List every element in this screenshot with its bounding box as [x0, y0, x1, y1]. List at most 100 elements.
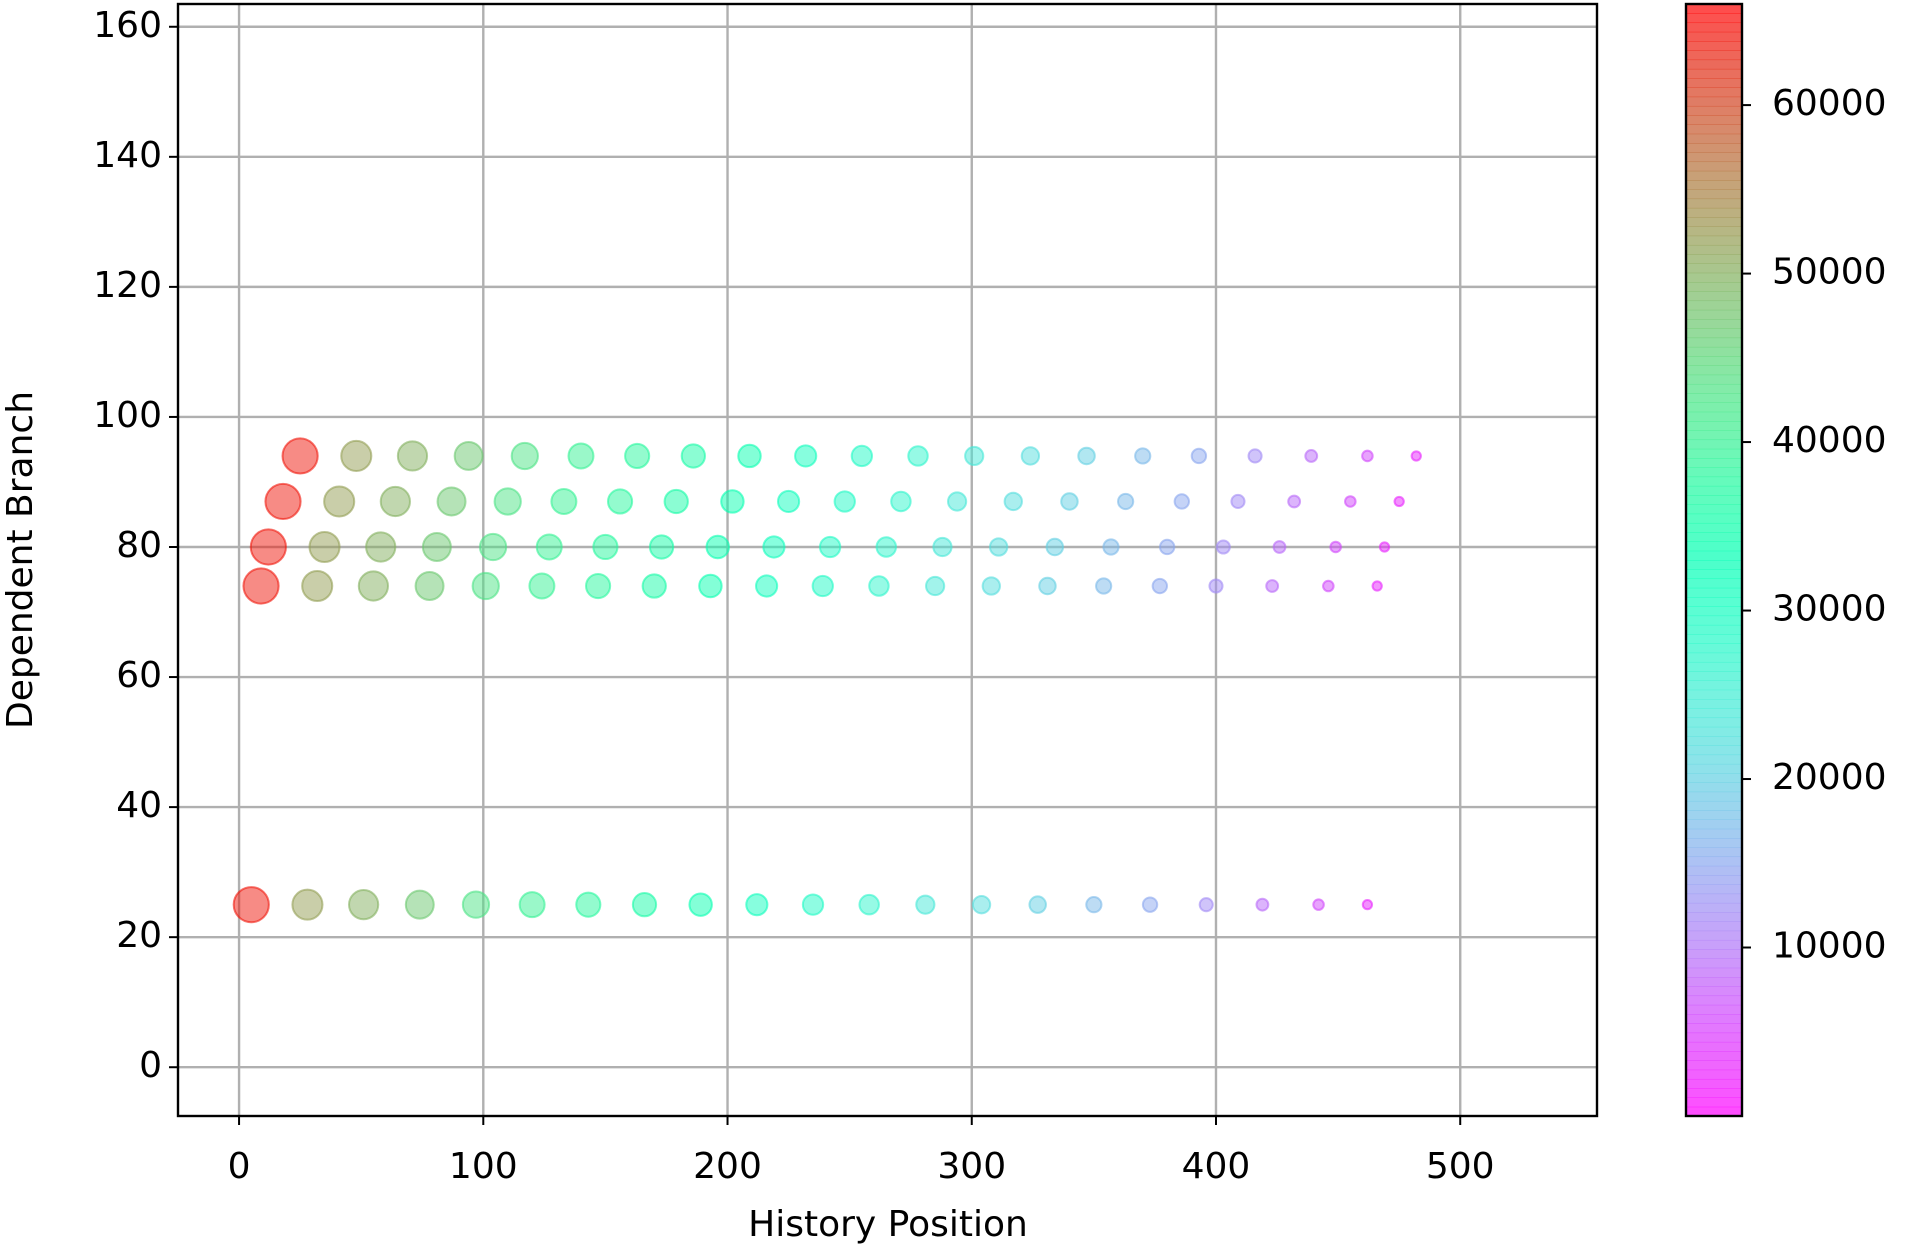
colorbar-tick-label: 30000: [1772, 589, 1887, 630]
point: [1141, 896, 1159, 913]
colorbar-segment: [1686, 226, 1742, 237]
colorbar-segment: [1686, 847, 1742, 858]
colorbar-segment: [1686, 597, 1742, 607]
colorbar-segment: [1686, 476, 1742, 487]
colorbar-segment: [1686, 198, 1742, 209]
colorbar-segment: [1686, 634, 1742, 644]
colorbar-segment: [1686, 1032, 1742, 1043]
colorbar-segment: [1686, 856, 1742, 867]
point: [379, 485, 411, 518]
colorbar-segment: [1686, 967, 1742, 978]
colorbar-segment: [1686, 1023, 1742, 1034]
point: [1361, 899, 1374, 911]
point: [1158, 538, 1176, 556]
colorbar-segment: [1686, 782, 1742, 793]
colorbar-segment: [1686, 207, 1742, 218]
colorbar-segment: [1686, 522, 1742, 533]
point: [585, 572, 612, 600]
colorbar-segment: [1686, 254, 1742, 264]
colorbar-segment: [1686, 708, 1742, 719]
x-tick-label: 300: [937, 1146, 1006, 1187]
point: [737, 443, 762, 469]
colorbar-segment: [1686, 773, 1742, 783]
colorbar-segment: [1686, 4, 1742, 14]
point: [1038, 576, 1057, 596]
colorbar-segment: [1686, 791, 1742, 802]
colorbar-segment: [1686, 958, 1742, 969]
colorbar-segment: [1686, 96, 1742, 107]
point: [631, 892, 658, 918]
colorbar-segment: [1686, 560, 1742, 570]
colorbar-segment: [1686, 263, 1742, 274]
colorbar-segment: [1686, 41, 1742, 51]
colorbar-segment: [1686, 217, 1742, 227]
colorbar-segment: [1686, 977, 1742, 987]
colorbar-segment: [1686, 356, 1742, 366]
colorbar-segment: [1686, 624, 1742, 635]
colorbar-segment: [1686, 143, 1742, 153]
colorbar-segment: [1686, 189, 1742, 200]
colorbar-segment: [1686, 22, 1742, 33]
colorbar-segment: [1686, 467, 1742, 478]
colorbar-segment: [1686, 717, 1742, 728]
y-tick-label: 100: [93, 395, 162, 436]
colorbar-frame: [1684, 2, 1744, 1118]
x-tick-label: 500: [1426, 1146, 1495, 1187]
point: [242, 567, 280, 605]
colorbar-segment: [1686, 819, 1742, 830]
point: [890, 490, 912, 513]
point: [461, 890, 491, 919]
y-tick-label: 0: [139, 1045, 162, 1086]
point: [811, 574, 834, 598]
colorbar-segment: [1686, 912, 1742, 922]
point: [777, 489, 801, 514]
point: [1247, 448, 1263, 464]
colorbar-segment: [1686, 124, 1742, 135]
point: [1410, 450, 1422, 462]
colorbar-segment: [1686, 745, 1742, 756]
point: [688, 892, 713, 917]
point: [575, 891, 602, 918]
colorbar-segment: [1686, 421, 1742, 431]
colorbar-segment: [1686, 921, 1742, 932]
point: [592, 533, 619, 561]
y-axis-label: Dependent Branch: [0, 391, 41, 729]
point: [1102, 538, 1120, 556]
point: [232, 886, 270, 924]
colorbar-segment: [1686, 1060, 1742, 1071]
y-tick-label: 80: [116, 525, 162, 566]
point: [340, 439, 373, 472]
colorbar-segment: [1686, 680, 1742, 691]
point: [680, 443, 706, 469]
point: [988, 537, 1009, 557]
colorbar-segment: [1686, 411, 1742, 422]
colorbar-tick-label: 50000: [1772, 252, 1887, 293]
point: [915, 894, 936, 915]
colorbar-segment: [1686, 50, 1742, 61]
point: [762, 535, 786, 559]
point: [1371, 580, 1383, 592]
point: [1255, 897, 1270, 912]
colorbar-segment: [1686, 569, 1742, 580]
colorbar-segment: [1686, 643, 1742, 654]
point: [436, 486, 467, 517]
point: [981, 576, 1001, 596]
point: [663, 488, 689, 515]
colorbar-segment: [1686, 458, 1742, 468]
point: [301, 569, 334, 603]
point: [1215, 539, 1231, 555]
colorbar-segment: [1686, 291, 1742, 302]
point: [1190, 447, 1208, 465]
colorbar-segment: [1686, 1069, 1742, 1080]
colorbar-segment: [1686, 699, 1742, 709]
point: [1028, 895, 1047, 914]
point: [281, 437, 319, 475]
colorbar-segment: [1686, 133, 1742, 144]
point: [510, 441, 539, 471]
point: [404, 889, 435, 920]
point: [1312, 898, 1325, 911]
colorbar-segment: [1686, 902, 1742, 913]
point: [1151, 577, 1169, 595]
colorbar-segment: [1686, 754, 1742, 765]
